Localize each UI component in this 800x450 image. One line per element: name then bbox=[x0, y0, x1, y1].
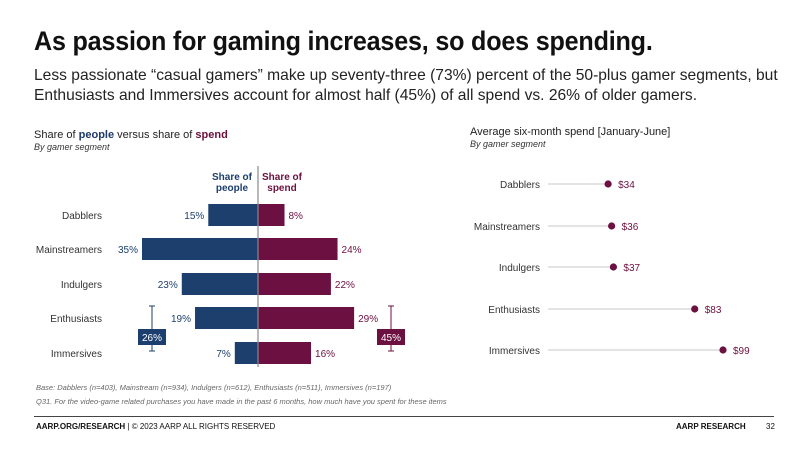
left-heading-spend: spend bbox=[195, 129, 228, 141]
spend-category-label-mainstreamers: Mainstreamers bbox=[474, 222, 540, 233]
spend-category-label-dabblers: Dabblers bbox=[500, 180, 540, 191]
left-heading-prefix: Share of bbox=[34, 129, 79, 141]
left-heading-people: people bbox=[78, 129, 115, 141]
base-note: Base: Dabblers (n=403), Mainstream (n=93… bbox=[36, 383, 392, 392]
spend-amount-immersives: $99 bbox=[733, 346, 750, 357]
spend-amount-dabblers: $34 bbox=[618, 180, 635, 191]
spend-category-label-immersives: Immersives bbox=[489, 346, 540, 357]
category-label-indulgers: Indulgers bbox=[61, 280, 102, 291]
spend-dot-immersives bbox=[719, 346, 727, 354]
page-subtitle: Less passionate “casual gamers” make up … bbox=[34, 67, 778, 104]
spend-total-box bbox=[377, 329, 405, 345]
column-header-people-line1: Share of bbox=[212, 172, 253, 183]
people-bar-dabblers bbox=[208, 204, 258, 226]
spend-amount-enthusiasts: $83 bbox=[705, 305, 722, 316]
spend-dot-indulgers bbox=[609, 263, 618, 271]
footer-divider bbox=[34, 416, 774, 418]
right-chart-heading: Average six-month spend [January-June] bbox=[470, 126, 671, 138]
spend-value-mainstreamers: 24% bbox=[342, 245, 362, 256]
people-value-indulgers: 23% bbox=[158, 280, 178, 291]
footer-copyright: AARP.ORG/RESEARCH | © 2023 AARP ALL RIGH… bbox=[36, 422, 275, 431]
question-note: Q31. For the video-game related purchase… bbox=[36, 397, 447, 406]
people-bar-mainstreamers bbox=[142, 238, 258, 260]
category-label-dabblers: Dabblers bbox=[62, 211, 102, 222]
left-chart-heading: Share of people versus share of spend bbox=[34, 129, 228, 141]
spend-bar-mainstreamers bbox=[258, 238, 338, 260]
footer-rights: | © 2023 AARP ALL RIGHTS RESERVED bbox=[125, 422, 276, 431]
people-total-box bbox=[138, 329, 166, 345]
column-header-people-line2: people bbox=[216, 183, 249, 194]
page-number: 32 bbox=[766, 422, 775, 431]
spend-category-label-indulgers: Indulgers bbox=[499, 263, 540, 274]
people-value-dabblers: 15% bbox=[184, 211, 204, 222]
category-label-mainstreamers: Mainstreamers bbox=[36, 245, 102, 256]
spend-amount-mainstreamers: $36 bbox=[622, 222, 639, 233]
spend-value-enthusiasts: 29% bbox=[358, 314, 378, 325]
right-chart-subheading: By gamer segment bbox=[470, 139, 546, 149]
spend-dot-enthusiasts bbox=[691, 305, 699, 313]
spend-bar-enthusiasts bbox=[258, 307, 355, 329]
people-bar-immersives bbox=[234, 342, 258, 364]
footer-brand: AARP RESEARCH bbox=[676, 422, 746, 431]
category-label-immersives: Immersives bbox=[51, 349, 102, 360]
spend-dot-mainstreamers bbox=[608, 222, 616, 230]
left-chart-subheading: By gamer segment bbox=[34, 142, 110, 152]
people-bar-indulgers bbox=[181, 273, 258, 295]
page-title: As passion for gaming increases, so does… bbox=[34, 26, 653, 56]
category-label-enthusiasts: Enthusiasts bbox=[50, 314, 102, 325]
spend-category-label-enthusiasts: Enthusiasts bbox=[488, 305, 540, 316]
people-value-enthusiasts: 19% bbox=[171, 314, 191, 325]
column-header-spend-line1: Share of bbox=[262, 172, 303, 183]
spend-dot-dabblers bbox=[604, 180, 612, 188]
people-bar-enthusiasts bbox=[195, 307, 258, 329]
column-header-spend-line2: spend bbox=[267, 183, 296, 194]
spend-value-dabblers: 8% bbox=[289, 211, 304, 222]
people-value-immersives: 7% bbox=[216, 349, 231, 360]
people-total-label: 26% bbox=[142, 333, 162, 344]
left-heading-mid: versus share of bbox=[114, 129, 196, 141]
spend-bar-dabblers bbox=[258, 204, 285, 226]
people-value-mainstreamers: 35% bbox=[118, 245, 138, 256]
footer-site-link[interactable]: AARP.ORG/RESEARCH bbox=[36, 422, 126, 431]
spend-value-immersives: 16% bbox=[315, 349, 335, 360]
spend-value-indulgers: 22% bbox=[335, 280, 355, 291]
spend-bar-indulgers bbox=[258, 273, 331, 295]
spend-amount-indulgers: $37 bbox=[623, 263, 640, 274]
spend-total-label: 45% bbox=[381, 333, 401, 344]
spend-bar-immersives bbox=[258, 342, 312, 364]
